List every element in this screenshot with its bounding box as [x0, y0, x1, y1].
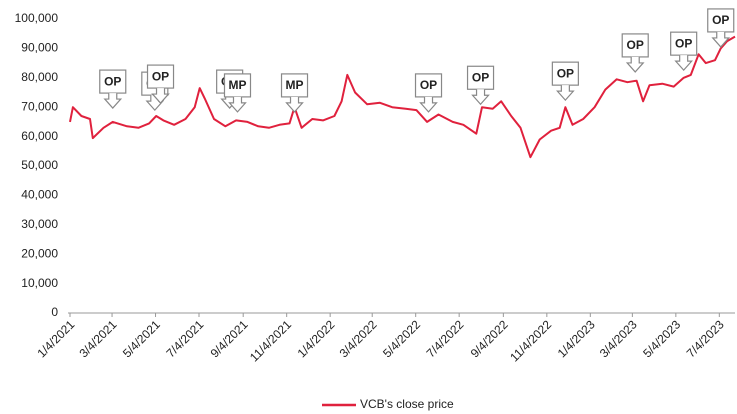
y-tick-label: 10,000: [21, 276, 58, 290]
callout-text: OP: [712, 13, 729, 27]
callout-arrow: [556, 85, 575, 102]
callout-text: MP: [286, 78, 304, 92]
callout: OP: [146, 64, 175, 104]
callout-text: MP: [228, 78, 246, 92]
callout: OP: [621, 33, 649, 73]
callout: OP: [551, 61, 579, 102]
y-tick-label: 80,000: [21, 70, 58, 84]
x-tick-label: 7/4/2021: [163, 317, 206, 360]
x-tick-label: 7/4/2022: [424, 317, 467, 360]
callout: OP: [99, 69, 127, 109]
y-tick-label: 30,000: [21, 217, 58, 231]
callout: MP: [280, 73, 309, 113]
y-tick-label: 0: [51, 305, 58, 319]
callout-arrow: [471, 89, 490, 106]
callout-arrow: [151, 88, 170, 104]
callout-text: OP: [152, 69, 169, 83]
x-tick-label: 3/4/2023: [597, 317, 640, 360]
x-tick-label: 1/4/2023: [555, 317, 598, 360]
x-tick-label: 11/4/2022: [507, 317, 554, 364]
callout-text: OP: [627, 38, 644, 52]
x-tick-label: 5/4/2021: [120, 317, 163, 360]
callout-text: OP: [104, 74, 121, 88]
y-tick-label: 100,000: [15, 11, 59, 25]
callout-arrow: [228, 96, 247, 113]
legend-label: VCB's close price: [360, 397, 454, 411]
x-tick-label: 9/4/2022: [468, 317, 511, 360]
x-tick-label: 1/4/2022: [295, 317, 338, 360]
callout: MP: [223, 73, 252, 113]
y-tick-label: 60,000: [21, 129, 58, 143]
y-tick-label: 70,000: [21, 99, 58, 113]
x-tick-label: 7/4/2023: [684, 317, 727, 360]
x-tick-label: 9/4/2021: [208, 317, 251, 360]
callout-text: OP: [472, 70, 489, 84]
callout: OP: [414, 73, 443, 113]
x-tick-label: 3/4/2022: [337, 317, 380, 360]
y-tick-label: 20,000: [21, 246, 58, 260]
callout-arrow: [711, 31, 731, 48]
callout-arrow: [103, 93, 123, 109]
x-tick-label: 3/4/2021: [76, 317, 119, 360]
callout-text: OP: [557, 66, 574, 80]
callout: OP: [707, 8, 735, 48]
y-tick-label: 90,000: [21, 41, 58, 55]
callout-arrow: [419, 96, 438, 113]
price-line: [69, 35, 736, 159]
callout: OP: [466, 65, 495, 106]
callout-text: OP: [675, 36, 692, 50]
callout-arrow: [674, 55, 694, 72]
x-tick-label: 1/4/2021: [34, 317, 77, 360]
y-tick-label: 50,000: [21, 158, 58, 172]
x-tick-label: 11/4/2021: [247, 317, 294, 364]
callout-arrow: [285, 96, 304, 113]
y-tick-label: 40,000: [21, 188, 58, 202]
callout: OP: [670, 31, 698, 72]
x-tick-label: 5/4/2022: [380, 317, 423, 360]
x-tick-label: 5/4/2023: [640, 317, 683, 360]
callout-text: OP: [420, 78, 437, 92]
callout-arrow: [625, 56, 645, 73]
